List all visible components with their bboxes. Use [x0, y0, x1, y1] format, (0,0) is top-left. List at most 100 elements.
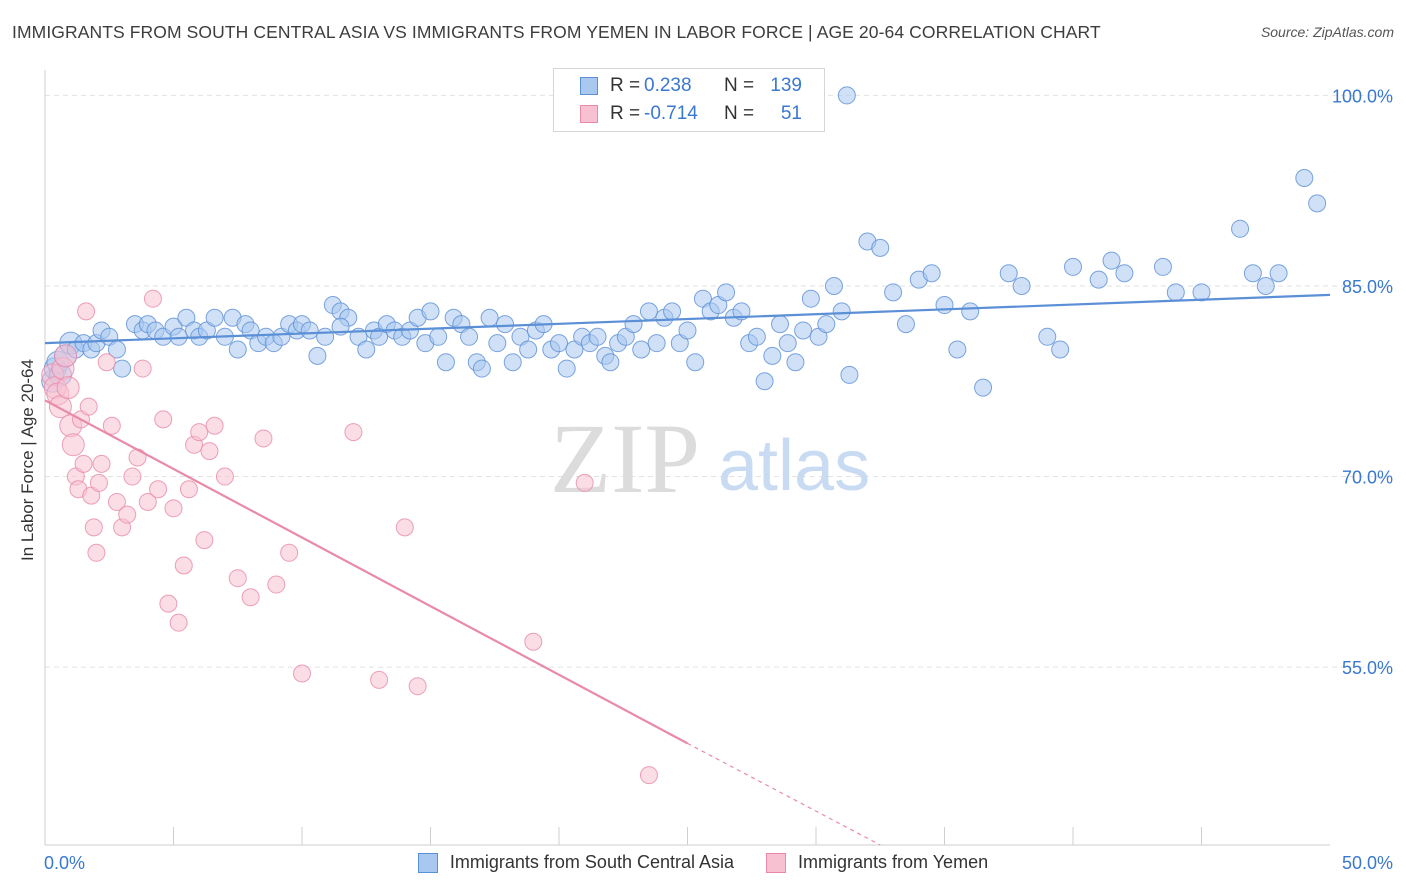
- point-yemen: [123, 467, 142, 486]
- point-south-central-asia: [948, 340, 967, 359]
- point-south-central-asia: [747, 327, 766, 346]
- chart-title: IMMIGRANTS FROM SOUTH CENTRAL ASIA VS IM…: [12, 22, 1101, 42]
- point-south-central-asia: [935, 296, 954, 315]
- x-tick-label: 0.0%: [44, 853, 85, 873]
- point-yemen: [215, 467, 234, 486]
- point-south-central-asia: [429, 327, 448, 346]
- point-yemen: [639, 766, 658, 785]
- point-south-central-asia: [794, 321, 813, 340]
- point-yemen: [395, 518, 414, 537]
- point-yemen: [133, 359, 152, 378]
- point-yemen: [61, 433, 85, 457]
- point-south-central-asia: [647, 334, 666, 353]
- axes: [44, 70, 1330, 846]
- point-yemen: [205, 416, 224, 435]
- point-south-central-asia: [639, 302, 658, 321]
- point-south-central-asia: [837, 86, 856, 105]
- watermark-atlas: atlas: [718, 426, 870, 506]
- x-tick-label: 50.0%: [1342, 853, 1393, 873]
- legend-r-label: R =: [610, 75, 641, 96]
- point-yemen: [370, 670, 389, 689]
- point-south-central-asia: [1256, 276, 1275, 295]
- point-south-central-asia: [1231, 219, 1250, 238]
- point-south-central-asia: [974, 378, 993, 397]
- point-south-central-asia: [557, 359, 576, 378]
- point-yemen: [169, 613, 188, 632]
- point-yemen: [408, 677, 427, 696]
- legend-swatch-blue: [580, 77, 598, 95]
- legend-item-yemen[interactable]: Immigrants from Yemen: [766, 852, 988, 873]
- point-yemen: [107, 492, 126, 511]
- point-south-central-asia: [601, 353, 620, 372]
- point-south-central-asia: [496, 315, 515, 334]
- point-south-central-asia: [228, 340, 247, 359]
- point-south-central-asia: [300, 321, 319, 340]
- point-south-central-asia: [922, 264, 941, 283]
- correlation-legend: R = 0.238 N = 139 R = -0.714 N = 51: [553, 68, 825, 132]
- point-south-central-asia: [1115, 264, 1134, 283]
- point-south-central-asia: [763, 346, 782, 365]
- point-south-central-asia: [113, 359, 132, 378]
- legend-item-south-central-asia[interactable]: Immigrants from South Central Asia: [417, 852, 734, 873]
- y-axis-label: In Labor Force | Age 20-64: [18, 359, 37, 561]
- point-south-central-asia: [1153, 257, 1172, 276]
- point-yemen: [143, 289, 162, 308]
- point-south-central-asia: [663, 302, 682, 321]
- point-yemen: [84, 518, 103, 537]
- data-points: [41, 86, 1327, 785]
- legend-n-label: N =: [724, 75, 755, 96]
- point-yemen: [87, 543, 106, 562]
- point-south-central-asia: [1012, 276, 1031, 295]
- point-yemen: [164, 499, 183, 518]
- point-yemen: [128, 448, 147, 467]
- point-south-central-asia: [1038, 327, 1057, 346]
- point-south-central-asia: [884, 283, 903, 302]
- legend-swatch-pink: [580, 105, 598, 123]
- point-yemen: [280, 543, 299, 562]
- legend-n-value: 139: [770, 75, 802, 96]
- point-yemen: [179, 480, 198, 499]
- point-south-central-asia: [421, 302, 440, 321]
- legend-label: Immigrants from Yemen: [798, 852, 989, 872]
- point-south-central-asia: [817, 315, 836, 334]
- trend-line-south-central-asia: [44, 293, 1331, 345]
- point-south-central-asia: [1269, 264, 1288, 283]
- point-south-central-asia: [840, 365, 859, 384]
- point-south-central-asia: [205, 308, 224, 327]
- point-south-central-asia: [169, 327, 188, 346]
- point-yemen: [97, 353, 116, 372]
- point-south-central-asia: [472, 359, 491, 378]
- point-yemen: [524, 632, 543, 651]
- point-south-central-asia: [678, 321, 697, 340]
- point-yemen: [56, 376, 80, 400]
- point-yemen: [138, 492, 157, 511]
- point-yemen: [154, 410, 173, 429]
- gridlines: [45, 94, 1390, 668]
- point-south-central-asia: [871, 238, 890, 257]
- point-yemen: [174, 556, 193, 575]
- y-tick-label: 100.0%: [1332, 86, 1393, 106]
- point-south-central-asia: [686, 353, 705, 372]
- y-tick-label: 85.0%: [1342, 277, 1393, 297]
- point-south-central-asia: [1192, 283, 1211, 302]
- trend-line-yemen: [44, 399, 689, 745]
- point-south-central-asia: [588, 327, 607, 346]
- point-south-central-asia: [732, 302, 751, 321]
- legend-r-label: R =: [610, 103, 641, 124]
- point-south-central-asia: [824, 276, 843, 295]
- point-yemen: [190, 423, 209, 442]
- point-south-central-asia: [1243, 264, 1262, 283]
- point-south-central-asia: [550, 334, 568, 353]
- trend-lines: [44, 293, 1331, 846]
- point-south-central-asia: [717, 283, 736, 302]
- point-yemen: [102, 416, 121, 435]
- point-south-central-asia: [778, 334, 797, 353]
- point-yemen: [92, 454, 111, 473]
- point-south-central-asia: [755, 372, 774, 391]
- point-south-central-asia: [1295, 168, 1314, 187]
- point-south-central-asia: [316, 327, 335, 346]
- point-south-central-asia: [1308, 194, 1327, 213]
- point-yemen: [79, 397, 98, 416]
- point-south-central-asia: [1089, 270, 1108, 289]
